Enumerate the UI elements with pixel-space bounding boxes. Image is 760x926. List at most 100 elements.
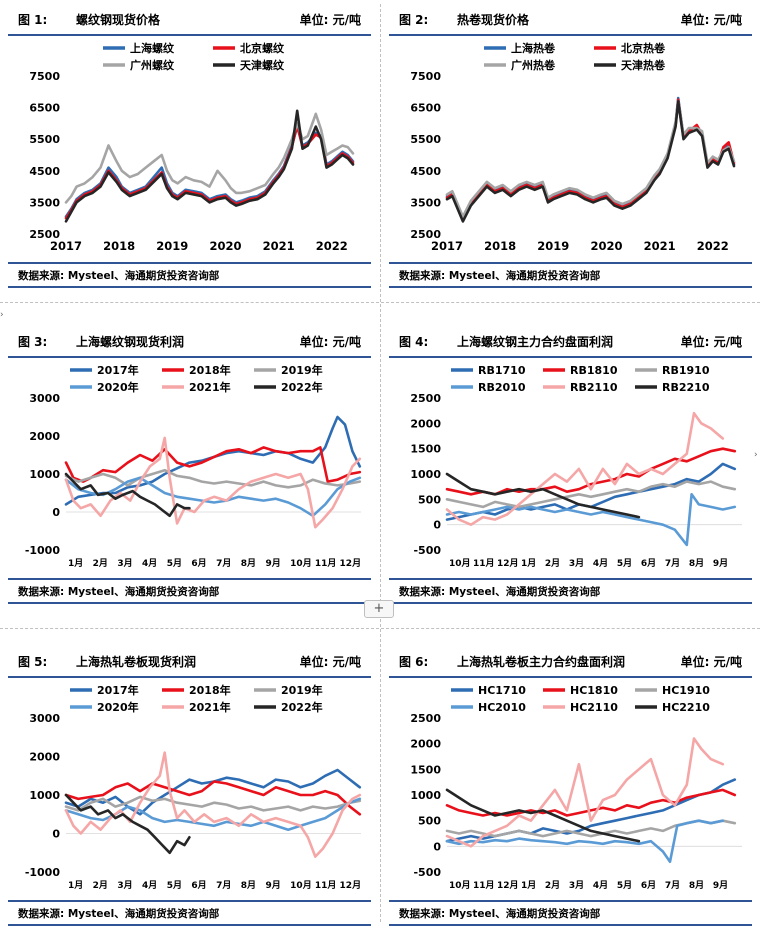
panel-header: 图 2: 热卷现货价格 单位: 元/吨 [389, 4, 752, 36]
unit-label: 单位: 元/吨 [299, 655, 361, 669]
x-tick-label: 5月 [167, 880, 182, 891]
chart-title: 上海热轧卷板主力合约盘面利润 [457, 655, 626, 669]
unit-label: 单位: 元/吨 [680, 655, 742, 669]
x-tick-label: 9月 [713, 880, 728, 891]
y-tick-label: 3500 [410, 196, 441, 209]
y-tick-label: 0 [52, 828, 60, 841]
x-tick-label: 2021 [263, 239, 295, 253]
x-tick-label: 9月 [265, 880, 280, 891]
chart-title: 上海热轧卷板现货利润 [76, 655, 197, 669]
right-edge-arrow-icon[interactable]: › [754, 450, 758, 460]
unit-label: 单位: 元/吨 [299, 13, 361, 27]
chart-svg: 2500 3500 4500 5500 6500 7500 2017 2018 2019 2020… [410, 41, 736, 253]
legend-label: RB2110 [570, 381, 618, 394]
panel-header: 图 3: 上海螺纹钢现货利润 单位: 元/吨 [8, 326, 371, 358]
series-line [64, 109, 355, 223]
legend-label: 广州热卷 [511, 58, 556, 72]
x-tick-label: 5月 [617, 880, 632, 891]
y-tick-label: -500 [413, 866, 441, 879]
panel-footer: 数据来源: Mysteel、海通期货投资咨询部 [389, 900, 752, 926]
panel-fig-2: 图 2: 热卷现货价格 单位: 元/吨数据来源: Mysteel、海通期货投资咨询部… [389, 4, 752, 288]
y-tick-label: 2000 [29, 430, 60, 443]
legend-label: HC2110 [570, 701, 618, 714]
legend-item: 2019年 [254, 683, 323, 697]
y-tick-label: 0 [433, 519, 441, 532]
y-tick-label: 5500 [410, 133, 441, 146]
legend-label: RB2010 [478, 381, 526, 394]
y-tick-label: 4500 [410, 165, 441, 178]
legend-label: RB1810 [570, 364, 618, 377]
legend-item: 上海螺纹 [103, 41, 175, 55]
y-tick-label: 1000 [29, 789, 60, 802]
x-tick-label: 2月 [545, 880, 560, 891]
legend-item: RB1810 [543, 364, 618, 377]
legend-label: 天津螺纹 [240, 58, 285, 72]
x-tick-label: 12月 [497, 880, 519, 891]
legend-label: 2021年 [189, 700, 231, 714]
series-line [445, 480, 737, 509]
panel-fig-1: 图 1: 螺纹钢现货价格 单位: 元/吨 数据来源: Mysteel、海通期货投资咨询… [8, 4, 371, 288]
series-line [64, 795, 362, 812]
legend-label: 广州螺纹 [130, 58, 175, 72]
x-tick-label: 3月 [117, 880, 132, 891]
panel-footer: 数据来源: Mysteel、海通期货投资咨询部 [389, 578, 752, 604]
panel-header: 图 1: 螺纹钢现货价格 单位: 元/吨 [8, 4, 371, 36]
x-tick-label: 12月 [497, 558, 519, 569]
series-line [445, 100, 736, 218]
legend-item: 2017年 [70, 683, 139, 697]
x-tick-label: 6月 [641, 880, 656, 891]
chart-title: 上海螺纹钢现货利润 [76, 335, 185, 349]
legend-label: HC1710 [478, 684, 526, 697]
y-tick-label: 2500 [29, 228, 60, 241]
y-tick-label: 500 [418, 815, 441, 828]
chart-title: 上海螺纹钢主力合约盘面利润 [457, 335, 614, 349]
unit-label: 单位: 元/吨 [680, 335, 742, 349]
panel-fig-6: 图 6: 上海热轧卷板主力合约盘面利润 单位: 元/吨 数据来源: Mysteel、海… [389, 646, 752, 926]
panel-footer: 数据来源: Mysteel、海通期货投资咨询部 [389, 262, 752, 288]
series-line [445, 100, 736, 223]
series-line [64, 436, 362, 529]
y-tick-label: 3000 [29, 392, 60, 405]
legend-label: 北京热卷 [621, 41, 666, 55]
legend-label: 天津热卷 [621, 58, 666, 72]
unit-label: 单位: 元/吨 [299, 335, 361, 349]
y-tick-label: 3000 [29, 712, 60, 725]
x-tick-label: 11月 [315, 558, 337, 569]
add-button[interactable]: + [364, 600, 394, 618]
panel-fig-5: 图 5: 上海热轧卷板现货利润 单位: 元/吨 数据来源: Mysteel、海通期货投… [8, 646, 371, 926]
source-label: 数据来源: Mysteel、海通期货投资咨询部 [399, 270, 601, 282]
figure-number: 图 4: [399, 335, 429, 349]
y-tick-label: 6500 [29, 102, 60, 115]
x-tick-label: 6月 [641, 558, 656, 569]
left-edge-arrow-icon[interactable]: › [0, 310, 4, 320]
y-tick-label: 500 [418, 493, 441, 506]
series-line [445, 411, 725, 526]
legend-item: 2018年 [162, 683, 231, 697]
chart-title: 热卷现货价格 [457, 13, 530, 27]
x-tick-label: 7月 [216, 880, 231, 891]
y-tick-label: 7500 [410, 70, 441, 83]
legend-label: 北京螺纹 [240, 41, 285, 55]
legend-label: HC1810 [570, 684, 618, 697]
x-tick-label: 2017 [431, 239, 463, 253]
x-tick-label: 8月 [689, 558, 704, 569]
legend-item: RB2210 [635, 381, 710, 394]
row-separator-2 [0, 628, 760, 629]
legend-item: 2018年 [162, 363, 231, 377]
series-line [64, 446, 362, 483]
legend-item: 2020年 [70, 700, 139, 714]
series-line [445, 493, 737, 547]
x-tick-label: 10月 [290, 880, 312, 891]
chart-svg: -500 0 500 1000 1500 2000 2500 10月 11月 12月 1月 2月 3月 4… [410, 684, 742, 891]
x-tick-label: 9月 [713, 558, 728, 569]
y-tick-label: 0 [433, 840, 441, 853]
series-line [64, 415, 362, 506]
legend-label: 2019年 [281, 683, 323, 697]
legend-item: 2022年 [254, 700, 323, 714]
legend-item: 2020年 [70, 380, 139, 394]
x-tick-label: 11月 [315, 880, 337, 891]
legend-item: RB2110 [543, 381, 618, 394]
x-tick-label: 1月 [68, 558, 83, 569]
x-tick-label: 1月 [521, 558, 536, 569]
